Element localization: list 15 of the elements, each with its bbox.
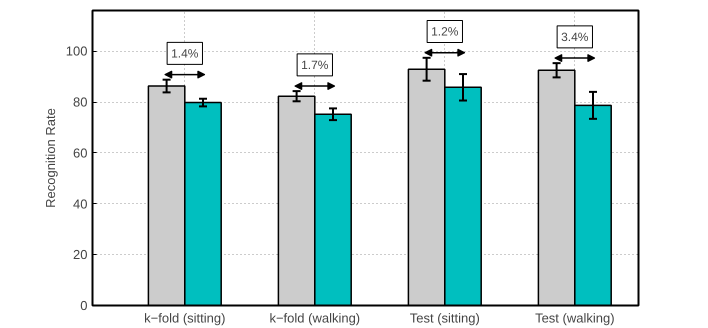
y-axis-title: Recognition Rate bbox=[42, 108, 58, 208]
x-tick-label: Test (walking) bbox=[535, 310, 615, 326]
x-tick-label: k−fold (walking) bbox=[269, 310, 360, 326]
y-tick-label: 60 bbox=[73, 145, 88, 160]
x-tick-label: Test (sitting) bbox=[410, 310, 480, 326]
y-tick-label: 40 bbox=[73, 196, 88, 212]
x-tick-label: k−fold (sitting) bbox=[144, 310, 226, 326]
y-tick-label: 0 bbox=[80, 298, 88, 313]
y-tick-label: 80 bbox=[73, 94, 88, 110]
y-tick-label: 100 bbox=[66, 44, 88, 59]
annotation: 3.4% bbox=[561, 30, 589, 44]
annotation: 1.7% bbox=[301, 58, 329, 72]
y-tick-label: 20 bbox=[73, 247, 88, 262]
annotation: 1.4% bbox=[171, 46, 199, 60]
annotation: 1.2% bbox=[431, 24, 459, 39]
